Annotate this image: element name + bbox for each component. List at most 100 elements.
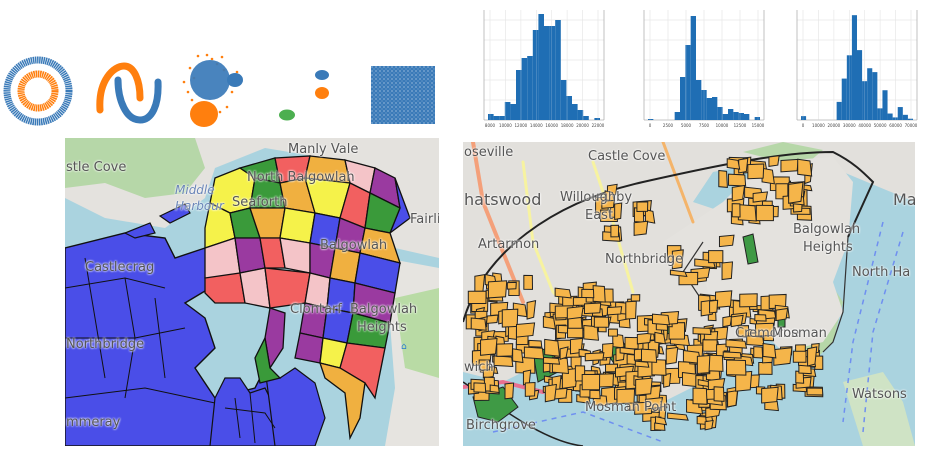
suburb-region	[610, 224, 620, 238]
suburb-region	[635, 377, 653, 396]
suburb-region	[755, 204, 774, 222]
suburb-region	[589, 389, 601, 400]
histogram-bar	[877, 108, 883, 120]
x-tick-label: 10000	[716, 123, 729, 128]
histogram-bar	[583, 116, 589, 120]
suburb-region	[489, 384, 500, 394]
suburb-region	[754, 313, 767, 322]
suburb-region	[543, 356, 561, 365]
separated-blobs-scatter-plot	[279, 70, 329, 121]
suburb-region	[726, 359, 747, 376]
histogram-bar	[712, 97, 718, 120]
x-tick-label: 16000	[545, 123, 558, 128]
suburb-region	[496, 343, 514, 357]
histogram-bar	[566, 96, 572, 120]
suburb-region	[592, 285, 606, 303]
histogram-bar	[532, 30, 539, 120]
x-tick-label: 10000	[812, 123, 825, 128]
histogram-bar	[577, 110, 584, 120]
histogram-bar	[696, 80, 702, 120]
histogram-bar	[685, 45, 691, 120]
suburb-region	[806, 387, 824, 396]
suburb-region	[718, 234, 735, 248]
histogram-bar	[733, 112, 739, 120]
suburb-region	[493, 355, 514, 368]
histogram-bar	[510, 104, 516, 120]
left-map[interactable]: Manly Vale stle Cove North Balgowlah Middle…	[65, 138, 439, 446]
histogram-bar	[846, 55, 852, 121]
suburb-region	[665, 346, 679, 365]
suburb-region	[761, 386, 779, 404]
suburb-region	[474, 274, 486, 294]
suburb-region	[544, 383, 557, 403]
suburb-region	[758, 361, 773, 375]
suburb-region	[731, 184, 746, 202]
x-tick-label: 8000	[485, 123, 496, 128]
suburb-region	[634, 360, 650, 368]
suburb-region	[768, 155, 780, 167]
suburb-region	[542, 315, 557, 330]
suburb-region	[581, 288, 595, 299]
suburb-region	[731, 203, 741, 218]
histogram-bar	[722, 114, 728, 120]
suburb-region	[727, 389, 739, 408]
suburb-region	[737, 204, 757, 222]
suburb-region	[669, 269, 688, 278]
right-map[interactable]: oseville Castle Cove hatswood Willoughby Ma E…	[463, 142, 915, 446]
histogram-2-chart: 0 2500 5000 7500 10000 12500 15000	[643, 10, 765, 128]
histogram-bar	[701, 90, 707, 120]
x-tick-label: 14000	[530, 123, 543, 128]
x-tick-label: 0	[649, 123, 652, 128]
suburb-region	[651, 359, 667, 376]
x-tick-label: 12000	[514, 123, 527, 128]
x-tick-label: 50000	[874, 123, 887, 128]
histogram-bar	[857, 50, 863, 120]
suburb-region	[737, 325, 750, 338]
right-map-orange-regions	[465, 155, 824, 432]
scatter-panel-circles	[2, 55, 74, 127]
suburb-region	[721, 261, 734, 281]
circles-scatter-plot	[3, 56, 73, 126]
suburb-region	[752, 191, 769, 203]
uniform-square-scatter-plot	[371, 66, 435, 124]
suburb-region	[730, 314, 744, 328]
histogram-bar	[744, 114, 750, 120]
suburb-region	[725, 339, 748, 349]
suburb-region	[523, 274, 534, 290]
suburb-region	[671, 249, 684, 270]
x-tick-label: 40000	[858, 123, 871, 128]
suburb-region	[523, 346, 545, 360]
suburb-region	[735, 370, 753, 392]
histogram-2: 0 2500 5000 7500 10000 12500 15000	[632, 4, 772, 130]
histogram-bar	[872, 72, 878, 120]
histogram-bar	[754, 117, 760, 120]
suburb-region	[775, 307, 789, 322]
histogram-bar	[738, 113, 744, 120]
x-tick-label: 12500	[734, 123, 747, 128]
histogram-bar	[867, 68, 873, 120]
x-tick-label: 22000	[592, 123, 605, 128]
histogram-bar	[544, 26, 550, 120]
scatter-panel-varied-blobs	[182, 52, 252, 130]
suburb-region	[747, 163, 765, 180]
suburb-region	[473, 382, 487, 393]
suburb-region	[728, 173, 747, 187]
suburb-region	[566, 305, 584, 320]
histogram-bar	[504, 102, 511, 120]
suburb-region	[480, 338, 498, 356]
x-tick-label: 70000	[905, 123, 918, 128]
suburb-region	[807, 346, 818, 367]
suburb-region	[544, 338, 561, 357]
x-tick-label: 0	[802, 123, 805, 128]
suburb-region	[663, 372, 672, 388]
x-tick-label: 2500	[663, 123, 674, 128]
suburb-region	[584, 352, 605, 362]
histogram-bar	[488, 114, 494, 120]
histogram-bar	[538, 14, 544, 120]
suburb-region	[583, 302, 602, 315]
suburb-region	[640, 348, 658, 363]
park-icon[interactable]: ⌂	[401, 342, 407, 352]
suburb-region	[524, 382, 536, 397]
suburb-region	[606, 306, 623, 316]
suburb-region	[792, 350, 807, 363]
